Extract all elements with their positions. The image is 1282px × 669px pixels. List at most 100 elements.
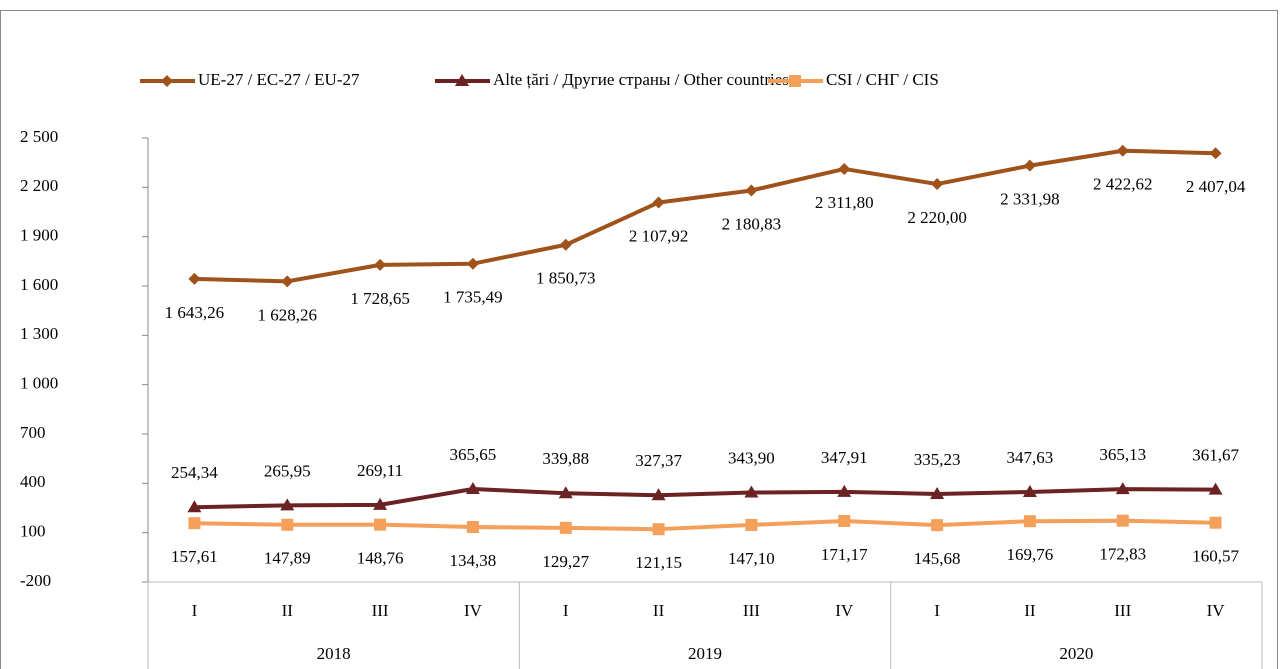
data-label: 361,67 [1192, 446, 1239, 465]
x-tick-label: III [372, 601, 389, 620]
data-point [1116, 514, 1129, 527]
data-point [280, 498, 295, 511]
y-tick-label: 700 [20, 423, 46, 442]
data-point [374, 518, 387, 531]
data-label: 347,63 [1007, 448, 1054, 467]
data-label: 2 311,80 [815, 193, 874, 212]
x-tick-label: I [934, 601, 940, 620]
data-point [745, 184, 758, 197]
data-label: 2 107,92 [629, 226, 689, 245]
data-point [374, 258, 387, 271]
data-label: 1 628,26 [258, 305, 318, 324]
series-line [194, 518, 1216, 532]
data-point [1209, 516, 1222, 529]
data-point [930, 486, 945, 499]
group-label: 2020 [1059, 644, 1093, 663]
data-point [559, 521, 572, 534]
data-label: 1 728,65 [350, 289, 410, 308]
x-tick-label: IV [464, 601, 483, 620]
data-label: 2 407,04 [1186, 177, 1246, 196]
data-label: 2 422,62 [1093, 175, 1153, 194]
data-point [281, 518, 294, 531]
data-label: 347,91 [821, 448, 868, 467]
legend-label: UE-27 / ЕС-27 / EU-27 [198, 70, 360, 89]
group-label: 2018 [317, 644, 351, 663]
legend-marker [789, 75, 801, 87]
data-point [466, 257, 479, 270]
data-point [652, 196, 665, 209]
y-tick-label: 2 500 [20, 127, 58, 146]
data-point [745, 518, 758, 531]
data-label: 1 643,26 [165, 303, 225, 322]
data-label: 335,23 [914, 450, 961, 469]
data-label: 160,57 [1192, 547, 1239, 566]
data-label: 343,90 [728, 448, 775, 467]
data-point [1116, 144, 1129, 157]
legend-marker [161, 75, 173, 87]
data-point [188, 517, 201, 530]
x-tick-label: IV [835, 601, 854, 620]
data-label: 265,95 [264, 461, 311, 480]
x-tick-label: III [743, 601, 760, 620]
y-tick-label: 2 200 [20, 176, 58, 195]
data-point [558, 486, 573, 499]
data-label: 134,38 [450, 551, 497, 570]
data-label: 147,89 [264, 549, 311, 568]
data-label: 254,34 [171, 463, 218, 482]
data-point [559, 238, 572, 251]
data-point [1022, 484, 1037, 497]
data-point [188, 272, 201, 285]
y-tick-label: 1 600 [20, 275, 58, 294]
data-label: 157,61 [171, 547, 218, 566]
data-point [837, 484, 852, 497]
data-point [187, 500, 202, 513]
y-tick-label: 400 [20, 472, 46, 491]
x-tick-label: II [282, 601, 294, 620]
x-tick-label: II [1024, 601, 1036, 620]
y-tick-label: 1 900 [20, 226, 58, 245]
data-point [838, 162, 851, 175]
data-label: 129,27 [542, 552, 589, 571]
data-label: 1 850,73 [536, 269, 596, 288]
data-label: 169,76 [1007, 545, 1054, 564]
data-label: 365,13 [1099, 445, 1146, 464]
chart-frame [0, 10, 1278, 669]
data-label: 148,76 [357, 549, 404, 568]
y-tick-label: 100 [20, 522, 46, 541]
data-label: 339,88 [542, 449, 589, 468]
series-line [194, 148, 1216, 284]
data-point [744, 485, 759, 498]
data-point [1023, 159, 1036, 172]
data-label: 327,37 [635, 451, 682, 470]
data-point [373, 497, 388, 510]
series-line [194, 486, 1216, 510]
data-label: 2 220,00 [907, 208, 967, 227]
legend-marker [455, 74, 469, 86]
y-tick-label: 1 300 [20, 324, 58, 343]
data-point [1208, 482, 1223, 495]
data-point [466, 521, 479, 534]
data-label: 145,68 [914, 549, 961, 568]
legend-label: Alte țări / Другие страны / Other countr… [493, 70, 789, 89]
data-label: 172,83 [1099, 545, 1146, 564]
data-point [1115, 482, 1130, 495]
x-tick-label: III [1114, 601, 1131, 620]
data-point [931, 178, 944, 191]
x-tick-label: I [563, 601, 569, 620]
data-point [1023, 515, 1036, 528]
data-label: 2 180,83 [722, 214, 782, 233]
y-tick-label: 1 000 [20, 374, 58, 393]
x-tick-label: IV [1207, 601, 1226, 620]
x-tick-label: I [192, 601, 198, 620]
group-label: 2019 [688, 644, 722, 663]
data-label: 269,11 [357, 461, 403, 480]
data-label: 2 331,98 [1000, 190, 1060, 209]
data-point [652, 523, 665, 536]
data-point [281, 275, 294, 288]
data-point [838, 514, 851, 527]
data-label: 365,65 [450, 445, 497, 464]
data-label: 121,15 [635, 553, 682, 572]
y-tick-label: -200 [20, 571, 51, 590]
data-point [931, 519, 944, 532]
